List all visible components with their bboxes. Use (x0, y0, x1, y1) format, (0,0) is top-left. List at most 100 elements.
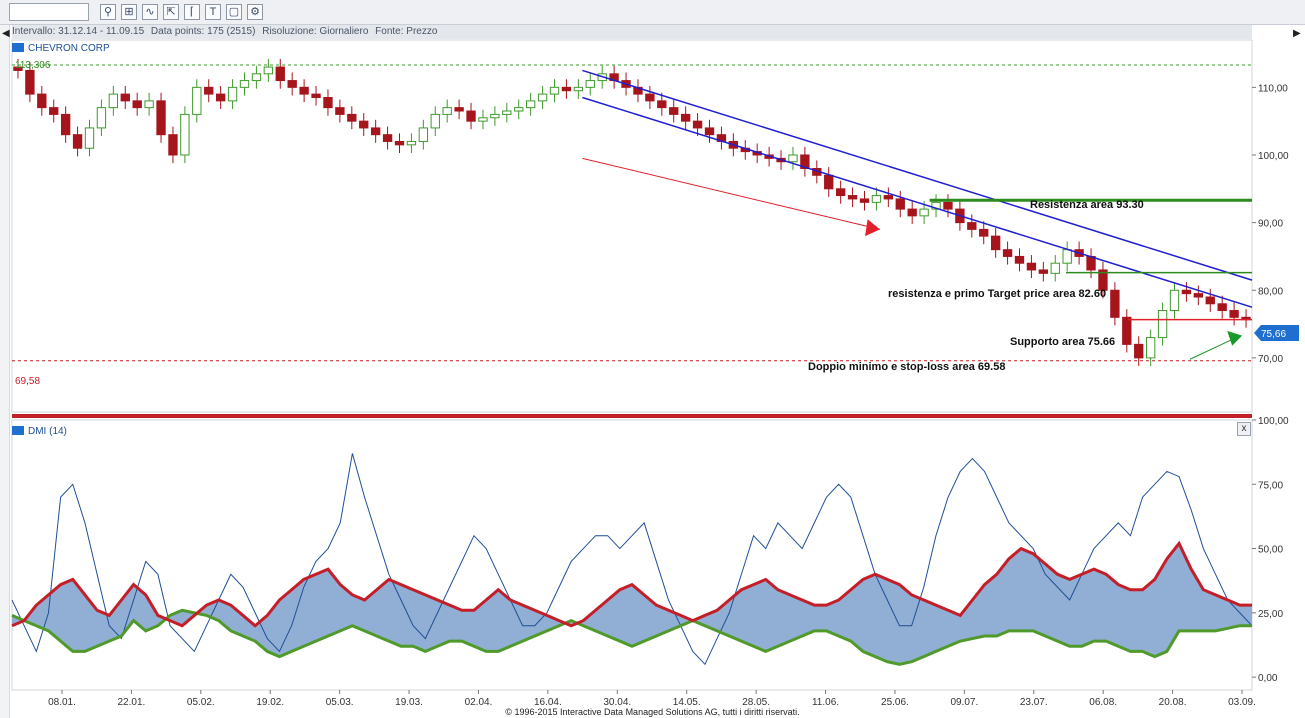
candle-body (1062, 249, 1072, 264)
candle-body (1086, 255, 1096, 271)
interval-text: Intervallo: 31.12.14 - 11.09.15 (12, 26, 145, 37)
candle-body (84, 127, 95, 149)
candle-body (1217, 303, 1227, 312)
x-tick-label: 11.06. (812, 697, 839, 708)
datapoints-text: Data points: 175 (2515) (150, 26, 256, 37)
candle-body (1038, 269, 1049, 274)
x-tick-label: 23.07. (1020, 697, 1048, 708)
copyright-footer: © 1996-2015 Interactive Data Managed Sol… (505, 707, 800, 717)
candle-body (979, 228, 989, 237)
candle-body (1193, 293, 1204, 298)
candle-body (347, 113, 357, 122)
candle-body (1098, 269, 1108, 291)
candle-body (525, 100, 536, 109)
x-tick-label: 03.09. (1228, 697, 1256, 708)
candle-body (13, 66, 23, 71)
candle-body (669, 107, 679, 115)
candle-body (287, 80, 297, 88)
scroll-right-icon[interactable]: ▶ (1293, 28, 1301, 39)
candle-body (1050, 262, 1060, 274)
x-tick-label: 28.05. (742, 697, 770, 708)
channel-lower-line (582, 96, 1253, 308)
x-tick-label: 05.02. (187, 697, 215, 708)
studies-icon[interactable]: ⌈ (184, 4, 200, 20)
indicator-legend: DMI (14) (28, 426, 67, 437)
symbol-search-input[interactable] (9, 3, 89, 21)
dmi-axis: 100,00 75,00 50,00 25,00 0,00 (1252, 416, 1289, 684)
x-tick-label: 02.04. (465, 697, 493, 708)
candle-body (180, 113, 190, 156)
x-tick-label: 19.02. (256, 697, 284, 708)
annotation-icon[interactable]: ▢ (226, 4, 242, 20)
candle-body (895, 198, 905, 210)
candle-body (478, 117, 488, 122)
target-label: resistenza e primo Target price area 82.… (888, 288, 1106, 300)
price-tick-label: 80,00 (1258, 286, 1283, 297)
candle-body (239, 80, 250, 88)
candle-body (442, 107, 452, 115)
candle-body (788, 154, 798, 163)
candle-body (299, 86, 309, 95)
candle-body (931, 201, 941, 210)
compare-icon[interactable]: ⊞ (121, 4, 137, 20)
candle-body (800, 154, 810, 170)
min-level-label: 69,58 (15, 376, 40, 387)
candle-body (132, 100, 142, 109)
x-tick-label: 06.08. (1089, 697, 1117, 708)
dmi-tick-label: 50,00 (1258, 545, 1283, 556)
candle-body (871, 195, 882, 203)
price-grid (11, 39, 1253, 418)
candle-body (573, 86, 584, 92)
candle-body (1014, 255, 1025, 264)
resolution-text: Risoluzione: Giornaliero (262, 26, 369, 37)
candle-body (1110, 289, 1120, 318)
candle-body (1181, 289, 1192, 295)
candle-body (120, 93, 130, 102)
candle-body (657, 100, 667, 109)
candle-body (680, 113, 691, 122)
candles (13, 58, 1251, 367)
settings-icon[interactable]: ⚙ (247, 4, 263, 20)
candle-body (60, 113, 71, 136)
candle-body (1157, 310, 1168, 339)
candle-body (704, 127, 715, 136)
di-plus-line (11, 608, 1252, 666)
close-indicator-button[interactable]: x (1237, 422, 1251, 436)
x-tick-label: 19.03. (395, 697, 423, 708)
zoom-icon[interactable]: ⚲ (100, 4, 116, 20)
channel-upper-line (582, 69, 1253, 281)
dmi-tick-label: 25,00 (1258, 609, 1283, 620)
price-tick-label: 100,00 (1258, 151, 1289, 162)
instrument-legend-swatch (12, 43, 24, 52)
price-tick-label: 110,00 (1258, 83, 1288, 94)
last-price-badge (1254, 325, 1299, 341)
candle-body (406, 140, 417, 146)
candle-body (537, 93, 548, 102)
indicator-legend-swatch (12, 426, 24, 435)
candle-body (549, 86, 560, 95)
candle-body (156, 100, 166, 136)
candle-body (967, 222, 977, 230)
trend-band (12, 414, 1252, 418)
text-icon[interactable]: T (205, 4, 221, 20)
candle-body (204, 86, 214, 95)
x-tick-label: 30.04. (603, 697, 631, 708)
candle-body (1026, 262, 1037, 271)
candle-body (418, 127, 429, 142)
candle-body (1145, 337, 1156, 359)
trend-arrowhead (865, 219, 880, 237)
candle-body (96, 107, 107, 129)
candle-body (215, 93, 226, 102)
candle-body (335, 107, 345, 115)
candle-body (370, 127, 381, 136)
chart-type-icon[interactable]: ∿ (142, 4, 158, 20)
dmi-spread-fill (12, 543, 1252, 665)
indicator-icon[interactable]: ⇱ (163, 4, 179, 20)
support-label: Supporto area 75.66 (1010, 336, 1115, 348)
scroll-left-icon[interactable]: ◀ (2, 28, 10, 39)
info-bar: Intervallo: 31.12.14 - 11.09.15 Data poi… (12, 25, 1252, 39)
candle-body (561, 86, 572, 92)
x-axis: 08.01. 22.01. 05.02. 19.02. 05.03. 19.03. 02.0… (48, 690, 1256, 708)
dmi-tick-label: 100,00 (1258, 416, 1289, 427)
candle-body (382, 134, 393, 142)
